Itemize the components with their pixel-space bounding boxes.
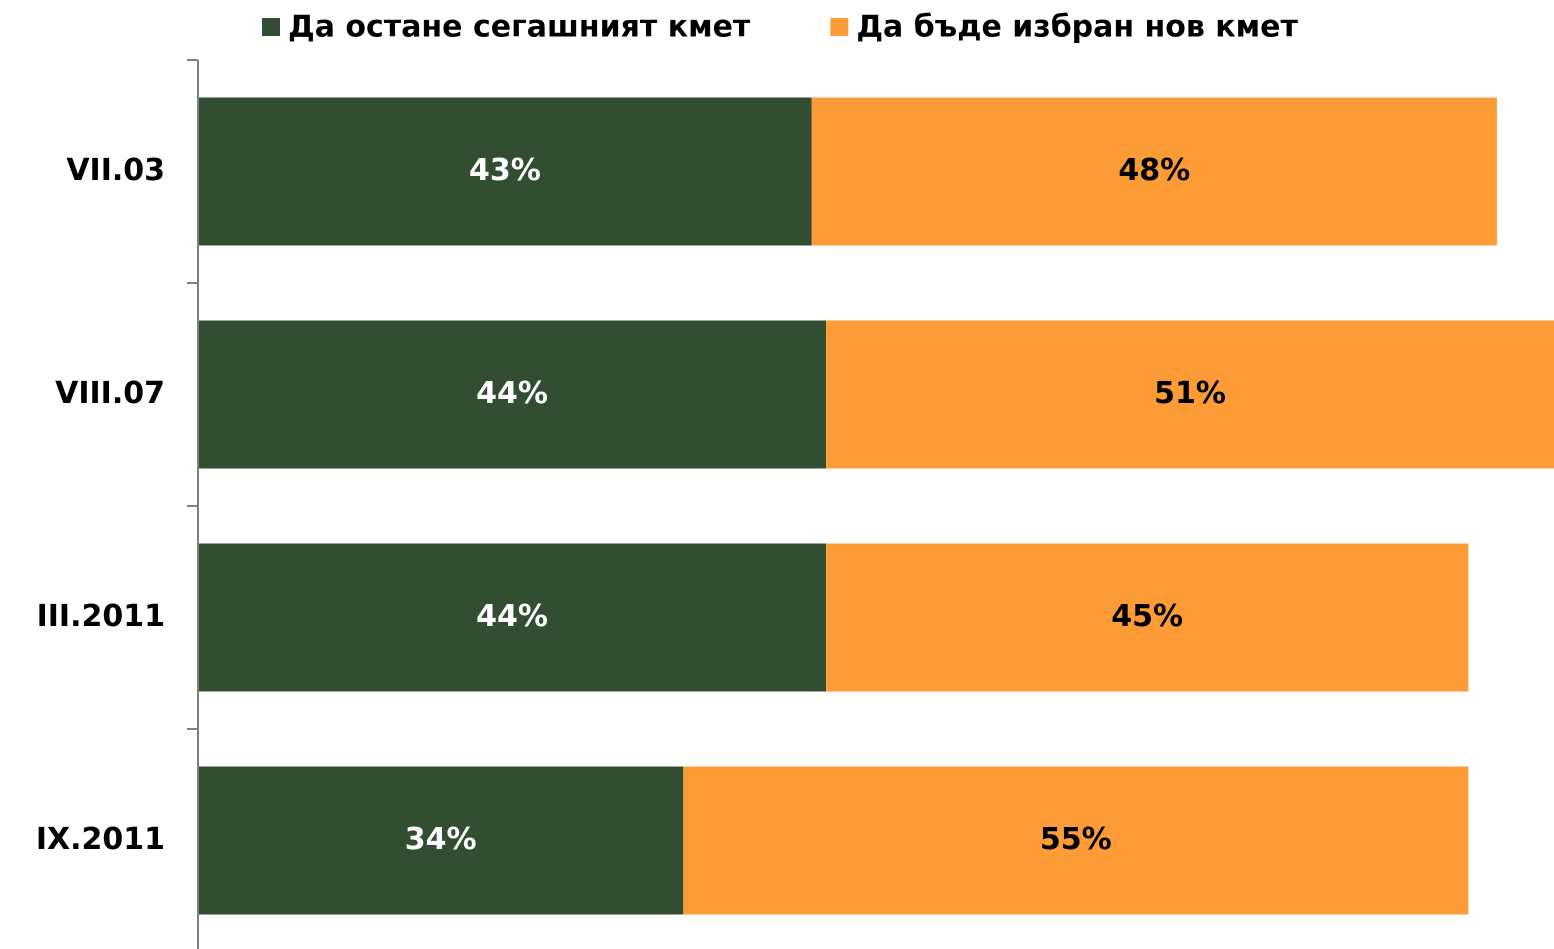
bar-segment — [826, 543, 1469, 692]
data-label: 55% — [1040, 822, 1112, 857]
data-label: 51% — [1154, 376, 1226, 411]
bar-segment — [198, 543, 827, 692]
y-tick-label: VIII.07 — [55, 376, 165, 411]
bar-segment — [198, 320, 827, 469]
data-label: 43% — [469, 153, 541, 188]
y-tick-label: III.2011 — [37, 599, 165, 634]
data-label: 48% — [1118, 153, 1190, 188]
data-label: 44% — [476, 599, 548, 634]
y-tick-label: IX.2011 — [36, 822, 165, 857]
bar-segment — [826, 320, 1554, 469]
bar-segment — [811, 97, 1497, 246]
bar-segment — [683, 766, 1469, 915]
data-label: 34% — [405, 822, 477, 857]
bar-segment — [198, 766, 684, 915]
y-tick-label: VII.03 — [66, 153, 165, 188]
legend-swatch — [830, 18, 849, 36]
legend-label: Да бъде избран нов кмет — [856, 10, 1298, 45]
data-label: 45% — [1111, 599, 1183, 634]
bar-segment — [198, 97, 812, 246]
legend-swatch — [262, 18, 280, 36]
legend-label: Да остане сегашният кмет — [288, 10, 751, 45]
data-label: 44% — [476, 376, 548, 411]
